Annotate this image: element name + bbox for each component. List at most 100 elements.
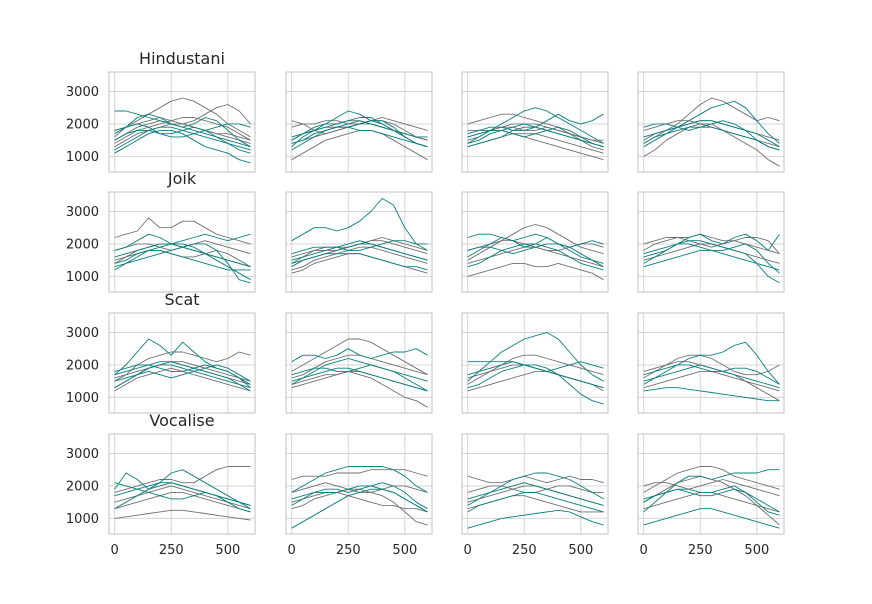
x-tick-label: 500 [568,543,593,558]
series-line-teal [291,240,428,255]
x-tick-label: 250 [688,543,713,558]
series-line-teal [291,240,428,261]
x-tick-label: 0 [111,543,119,558]
y-tick-label: 3000 [66,205,99,220]
panel-frame [285,191,433,293]
series-line-teal [291,253,428,271]
x-tick-label: 0 [640,543,648,558]
series-line-teal [291,120,428,138]
panel-frame [461,433,609,535]
panel-frame [637,433,785,535]
panel-frame [108,433,256,535]
y-tick-label: 1000 [66,150,99,165]
panel-2-1 [285,312,433,414]
series-line-teal [114,243,251,281]
panel-0-1 [285,71,433,173]
series-line-teal [643,364,780,389]
series-line-gray [291,338,428,376]
series-line-gray [114,217,251,245]
series-line-gray [291,469,428,480]
x-tick-label: 500 [392,543,417,558]
y-tick-label: 2000 [66,358,99,373]
series-line-teal [643,243,780,274]
series-line-gray [291,491,428,513]
series-line-gray [467,475,604,484]
series-line-gray [643,237,780,255]
panel-frame [108,71,256,173]
x-tick-label: 500 [215,543,240,558]
panel-3-3: 0 250 500 [637,433,785,558]
series-line-teal [467,491,604,513]
series-line-teal [643,387,780,402]
panel-title: Hindustani [139,49,225,68]
panel-3-2: 0 250 500 [461,433,609,558]
series-line-teal [291,348,428,363]
panel-1-1 [285,191,433,293]
series-line-teal [291,126,428,148]
series-line-teal [643,364,780,385]
series-line-teal [291,485,428,513]
panel-frame [461,312,609,414]
series-line-teal [114,249,251,271]
series-line-teal [467,509,604,529]
series-line-teal [114,123,251,138]
series-line-gray [643,479,780,497]
series-line-teal [467,243,604,271]
panel-frame [461,71,609,173]
series-line-teal [467,361,604,376]
panel-0-2 [461,71,609,173]
series-line-gray [114,361,251,382]
series-line-teal [467,243,604,268]
panel-frame [285,71,433,173]
x-tick-label: 500 [744,543,769,558]
series-line-gray [114,466,251,493]
y-tick-label: 3000 [66,447,99,462]
series-line-teal [643,341,780,385]
series-line-teal [467,123,604,148]
series-line-gray [291,370,428,408]
panel-0-0: 1000 2000 3000 Hindustani [66,49,256,173]
series-line-teal [114,129,251,164]
series-line-teal [291,364,428,392]
series-line-teal [291,367,428,392]
series-line-teal [114,469,251,510]
panel-frame [108,191,256,293]
y-tick-label: 3000 [66,326,99,341]
series-line-teal [114,233,251,251]
panel-frame [285,312,433,414]
panel-1-3 [637,191,785,293]
series-line-teal [114,364,251,385]
series-line-teal [291,358,428,385]
panel-title: Vocalise [149,411,214,430]
panel-1-2 [461,191,609,293]
series-line-teal [291,120,428,151]
series-line-teal [114,113,251,148]
y-tick-label: 3000 [66,85,99,100]
panel-2-3 [637,312,785,414]
series-line-teal [467,233,604,248]
panel-frame [637,71,785,173]
x-tick-label: 250 [336,543,361,558]
x-tick-label: 250 [159,543,184,558]
series-line-gray [114,491,251,513]
y-tick-label: 2000 [66,237,99,252]
panel-0-3 [637,71,785,173]
panel-1-0: 1000 2000 3000 Joik [66,169,256,293]
panel-2-2 [461,312,609,414]
series-line-teal [114,126,251,154]
series-line-teal [114,364,251,382]
series-line-teal [114,482,251,506]
panel-2-0: 1000 2000 3000 Scat [66,290,256,414]
panel-frame [637,312,785,414]
x-tick-label: 0 [464,543,472,558]
y-tick-label: 1000 [66,391,99,406]
series-line-gray [643,233,780,254]
panel-3-1: 0 250 500 [285,433,433,558]
series-line-teal [114,361,251,392]
series-line-gray [467,262,604,281]
series-line-teal [643,508,780,529]
panel-title: Joik [167,169,197,188]
series-line-teal [467,482,604,506]
